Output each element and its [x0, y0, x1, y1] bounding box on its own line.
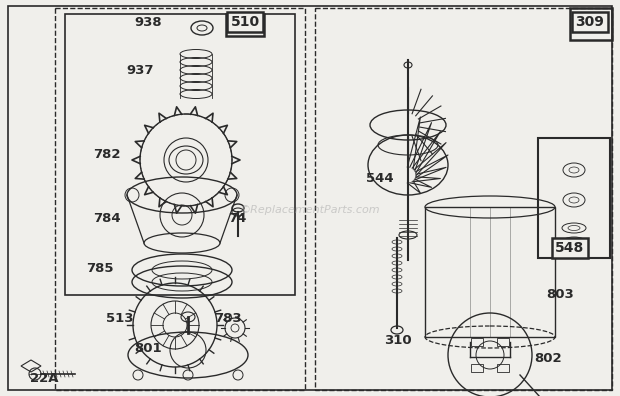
Text: 802: 802 — [534, 352, 562, 364]
Bar — [315, 8, 612, 390]
Text: 309: 309 — [575, 15, 604, 29]
Text: 510: 510 — [231, 15, 260, 29]
Text: 803: 803 — [546, 289, 574, 301]
Text: 938: 938 — [134, 15, 162, 29]
Bar — [55, 8, 305, 390]
Bar — [497, 338, 509, 346]
Bar — [471, 364, 483, 372]
Bar — [471, 338, 483, 346]
Bar — [538, 138, 610, 258]
Text: 74: 74 — [228, 211, 246, 225]
Text: 782: 782 — [93, 148, 121, 162]
Bar — [570, 8, 612, 40]
Text: 801: 801 — [134, 341, 162, 354]
Text: 783: 783 — [214, 312, 242, 324]
Bar — [425, 207, 555, 337]
Bar — [65, 14, 295, 295]
Text: 544: 544 — [366, 171, 394, 185]
Text: 513: 513 — [106, 312, 134, 324]
Text: ©ReplacementParts.com: ©ReplacementParts.com — [240, 205, 380, 215]
Text: 784: 784 — [93, 211, 121, 225]
Text: 548: 548 — [556, 241, 585, 255]
Text: 22A: 22A — [30, 371, 58, 385]
Text: 937: 937 — [126, 63, 154, 76]
Ellipse shape — [232, 204, 244, 212]
Bar — [497, 364, 509, 372]
Text: 310: 310 — [384, 333, 412, 346]
Bar — [226, 14, 264, 36]
Text: 785: 785 — [86, 261, 113, 274]
